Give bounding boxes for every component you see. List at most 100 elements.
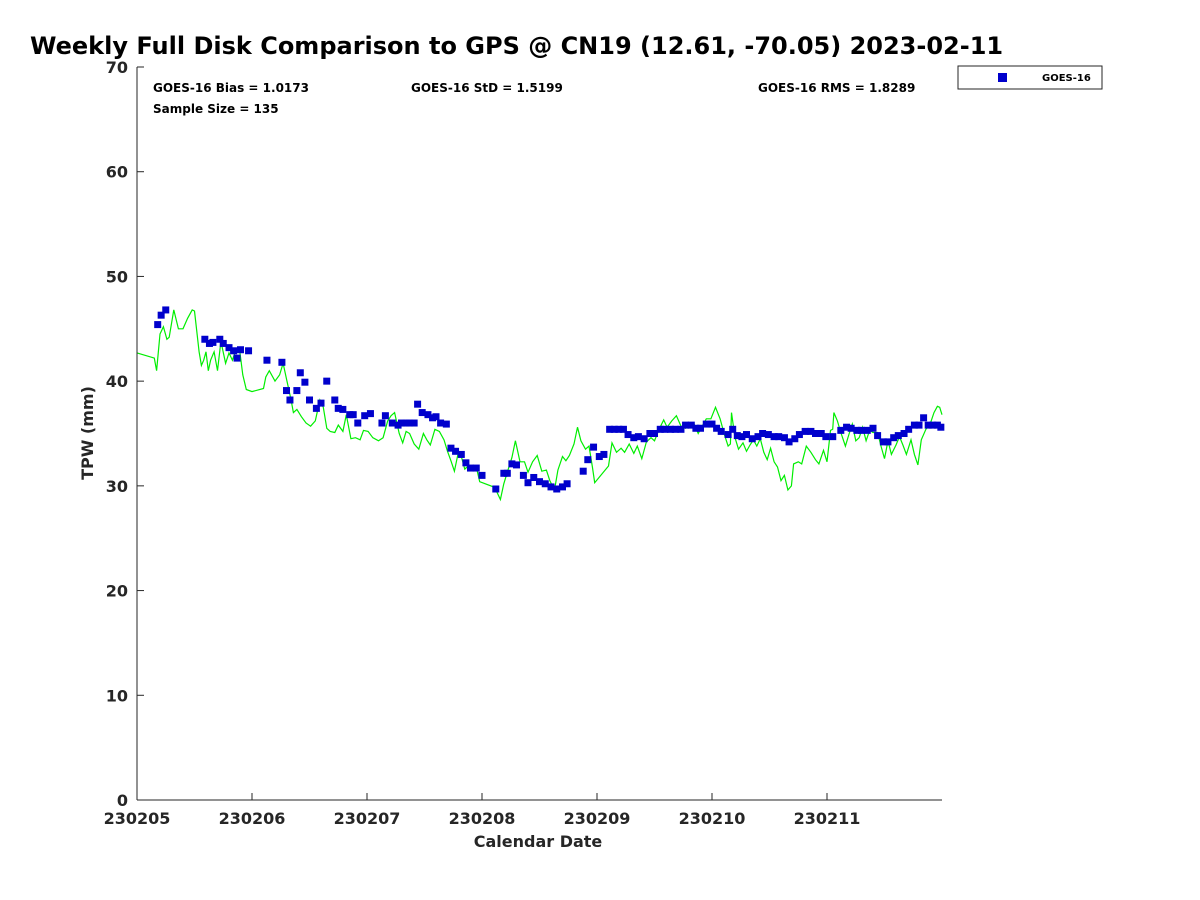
goes16-data-point [920,414,928,422]
goes16-data-point [478,471,486,479]
goes16-data-point [743,431,750,439]
x-tick-label: 230210 [679,809,746,828]
goes16-data-point [879,438,887,446]
goes16-data-point [323,377,331,385]
goes16-data-point [692,424,700,432]
x-tick-label: 230205 [104,809,171,828]
goes16-data-point [937,423,945,431]
goes16-data-point [154,321,162,329]
goes16-data-point [764,431,772,439]
goes16-data-point [600,450,608,458]
legend: GOES-16 [957,65,1103,90]
goes16-data-point [837,426,845,434]
goes16-data-point [853,426,861,434]
goes16-data-point [682,421,690,429]
goes16-data-point [452,447,460,455]
goes16-data-point [331,396,339,404]
goes16-data-point [843,423,851,431]
series-layer [136,306,945,502]
goes16-data-point [388,419,396,427]
goes16-data-point [312,404,320,412]
goes16-data-point [442,420,450,428]
goes16-data-point [283,387,290,395]
goes16-data-point [559,483,566,491]
goes16-data-point [513,461,520,469]
goes16-data-point [278,358,286,366]
goes16-data-point [301,378,309,386]
goes16-data-point [162,306,170,314]
goes16-data-point [667,425,675,433]
goes16-data-point [286,396,294,404]
goes16-data-point [492,485,500,493]
goes16-data-point [795,431,803,439]
goes16-data-point [432,413,440,421]
goes16-data-point [579,467,587,475]
x-tick-label: 230211 [794,809,861,828]
goes16-data-point [817,430,825,437]
goes16-data-point [733,432,741,440]
goes16-data-point [414,400,422,408]
legend-label: GOES-16 [1042,73,1091,84]
x-axis: 230205 230206 230207 230208 230209 230210 2302… [104,793,861,828]
goes16-data-point [929,421,937,429]
goes16-data-point [738,433,746,441]
goes16-data-point [201,335,209,343]
x-tick-label: 230208 [449,809,516,828]
goes16-data-point [381,412,389,420]
goes16-data-point [858,426,865,434]
goes16-data-point [293,387,301,395]
goes16-data-point [406,419,414,427]
goes16-data-point [646,430,654,437]
goes16-data-point [775,433,783,441]
goes16-data-point [306,396,313,404]
goes16-data-point [770,433,778,441]
goes16-data-point [462,459,470,467]
goes16-data-point [807,427,815,435]
goes16-data-point [530,473,538,481]
goes16-data-point [615,425,623,433]
goes16-data-point [547,483,555,491]
goes16-data-point [905,425,913,433]
x-tick-label: 230209 [564,809,631,828]
goes16-data-point [634,433,642,441]
goes16-data-point [713,424,721,432]
y-tick-label: 30 [106,477,128,496]
goes16-data-point [780,434,788,442]
goes16-data-point [624,431,632,439]
sample-size-stat: Sample Size = 135 [153,102,279,116]
goes16-data-point [924,421,932,429]
goes16-data-point [334,404,342,412]
goes16-data-point [541,480,549,488]
y-tick-label: 40 [106,372,128,391]
goes16-data-point [791,435,799,443]
goes16-data-point [410,419,418,427]
chart-title: Weekly Full Disk Comparison to GPS @ CN1… [30,32,1003,60]
goes16-data-point [209,338,217,346]
rms-stat: GOES-16 RMS = 1.8289 [758,81,915,95]
goes16-data-point [553,485,561,493]
goes16-data-point [724,431,732,439]
goes16-data-point [687,421,695,429]
goes16-data-point [366,410,374,418]
y-tick-label: 70 [106,58,128,77]
goes16-data-point [503,469,511,477]
y-tick-label: 20 [106,582,128,601]
x-axis-label: Calendar Date [474,832,603,851]
goes16-data-point [263,356,271,364]
goes16-data-point [671,425,679,433]
goes16-data-point [661,425,669,433]
x-tick-label: 230206 [219,809,286,828]
gps-series-line [136,309,943,502]
goes16-data-point [590,443,598,451]
std-stat: GOES-16 StD = 1.5199 [411,81,563,95]
goes16-data-point [656,425,664,433]
goes16-data-point [894,432,902,440]
goes16-data-point [640,435,648,443]
goes16-data-point [754,433,762,441]
y-axis: 0 10 20 30 40 50 60 70 [106,58,144,810]
goes16-data-point [651,430,658,437]
goes16-data-point [536,478,543,486]
goes16-data-point [606,425,614,433]
goes16-data-point [595,453,603,461]
goes16-data-point [317,399,325,407]
